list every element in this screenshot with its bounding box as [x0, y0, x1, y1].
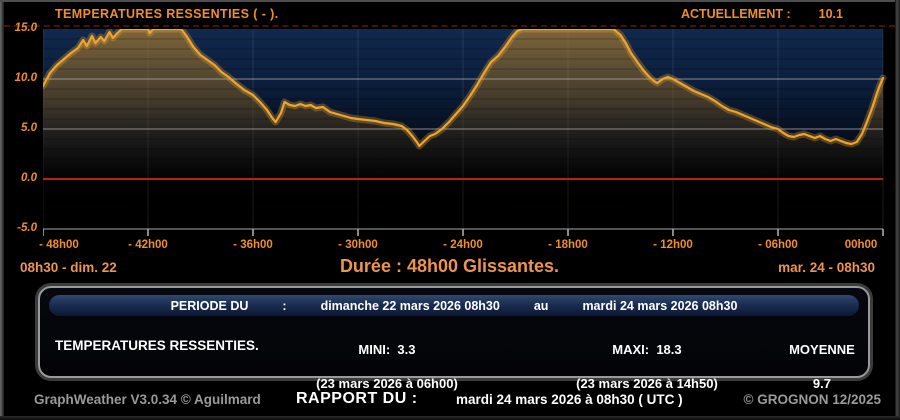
x-tick-label: - 42h00 [128, 239, 168, 251]
y-tick-label: 15.0 [14, 22, 37, 34]
period-separator: : [282, 298, 287, 313]
current-value-label: ACTUELLEMENT : [680, 7, 791, 21]
window-frame-bottom [0, 416, 900, 420]
temperature-area-chart [43, 29, 887, 236]
report-datetime: mardi 24 mars 2026 à 08h30 ( UTC ) [456, 392, 683, 407]
window-frame-right [895, 0, 900, 420]
period-from: dimanche 22 mars 2026 08h30 [320, 298, 500, 313]
x-tick-label: - 48h00 [39, 239, 79, 251]
stats-row: TEMPERATURES RESSENTIES. MINI: 3.3 (23 m… [40, 316, 868, 391]
x-tick-label: - 24h00 [443, 239, 483, 251]
x-tick-label: - 36h00 [233, 239, 273, 251]
report-label: RAPPORT DU : [296, 390, 418, 407]
stat-moyenne-label: MOYENNE [789, 342, 855, 357]
x-tick-label: - 18h00 [548, 239, 588, 251]
stat-maxi-value: MAXI: 18.3 [612, 342, 682, 357]
duration-label: Durée : 48h00 Glissantes. [339, 256, 560, 276]
app-version-label: GraphWeather V3.0.34 © Aguilmard [34, 392, 261, 407]
x-tick-label: - 30h00 [338, 239, 378, 251]
period-start-label: 08h30 - dim. 22 [20, 260, 117, 275]
chart-date-row: 08h30 - dim. 22 Durée : 48h00 Glissantes… [4, 256, 895, 280]
stats-series-label: TEMPERATURES RESSENTIES. [55, 338, 259, 353]
current-value: 10.1 [818, 7, 843, 21]
period-end-label: mar. 24 - 08h30 [778, 260, 875, 275]
stat-maxi-time: (23 mars 2026 à 14h50) [576, 376, 718, 391]
period-to: mardi 24 mars 2026 08h30 [582, 298, 738, 313]
chart-title: TEMPERATURES RESSENTIES ( - ). [55, 7, 279, 21]
temperature-line [43, 29, 885, 148]
station-credit: © GROGNON 12/2025 [743, 392, 882, 407]
stat-mini-time: (23 mars 2026 à 06h00) [316, 376, 458, 391]
current-value-group: ACTUELLEMENT : 10.1 [681, 7, 843, 21]
x-tick-label: 00h00 [844, 239, 878, 251]
stat-moyenne-value: 9.7 [812, 376, 831, 391]
stat-mini-value: MINI: 3.3 [358, 342, 416, 357]
x-tick-label: - 06h00 [758, 239, 798, 251]
y-tick-label: 10.0 [14, 72, 37, 84]
stat-mini: MINI: 3.3 (23 mars 2026 à 06h00) [285, 324, 460, 409]
y-tick-label: 5.0 [21, 122, 37, 134]
stat-moyenne: MOYENNE 9.7 [755, 324, 860, 409]
stat-maxi: MAXI: 18.3 (23 mars 2026 à 14h50) [545, 324, 720, 409]
period-label: PERIODE DU [170, 298, 249, 313]
y-tick-label: 0.0 [21, 172, 37, 184]
x-tick-label: - 12h00 [653, 239, 693, 251]
y-tick-label: -5.0 [17, 222, 37, 234]
summary-panel: PERIODE DU : dimanche 22 mars 2026 08h30… [38, 286, 870, 391]
chart-header: TEMPERATURES RESSENTIES ( - ). ACTUELLEM… [4, 2, 895, 27]
period-banner: PERIODE DU : dimanche 22 mars 2026 08h30… [49, 295, 859, 316]
window-frame-top [0, 0, 900, 2]
period-to-word: au [533, 298, 549, 313]
window-frame-left [0, 0, 4, 420]
status-bar: GraphWeather V3.0.34 © Aguilmard RAPPORT… [4, 384, 895, 416]
